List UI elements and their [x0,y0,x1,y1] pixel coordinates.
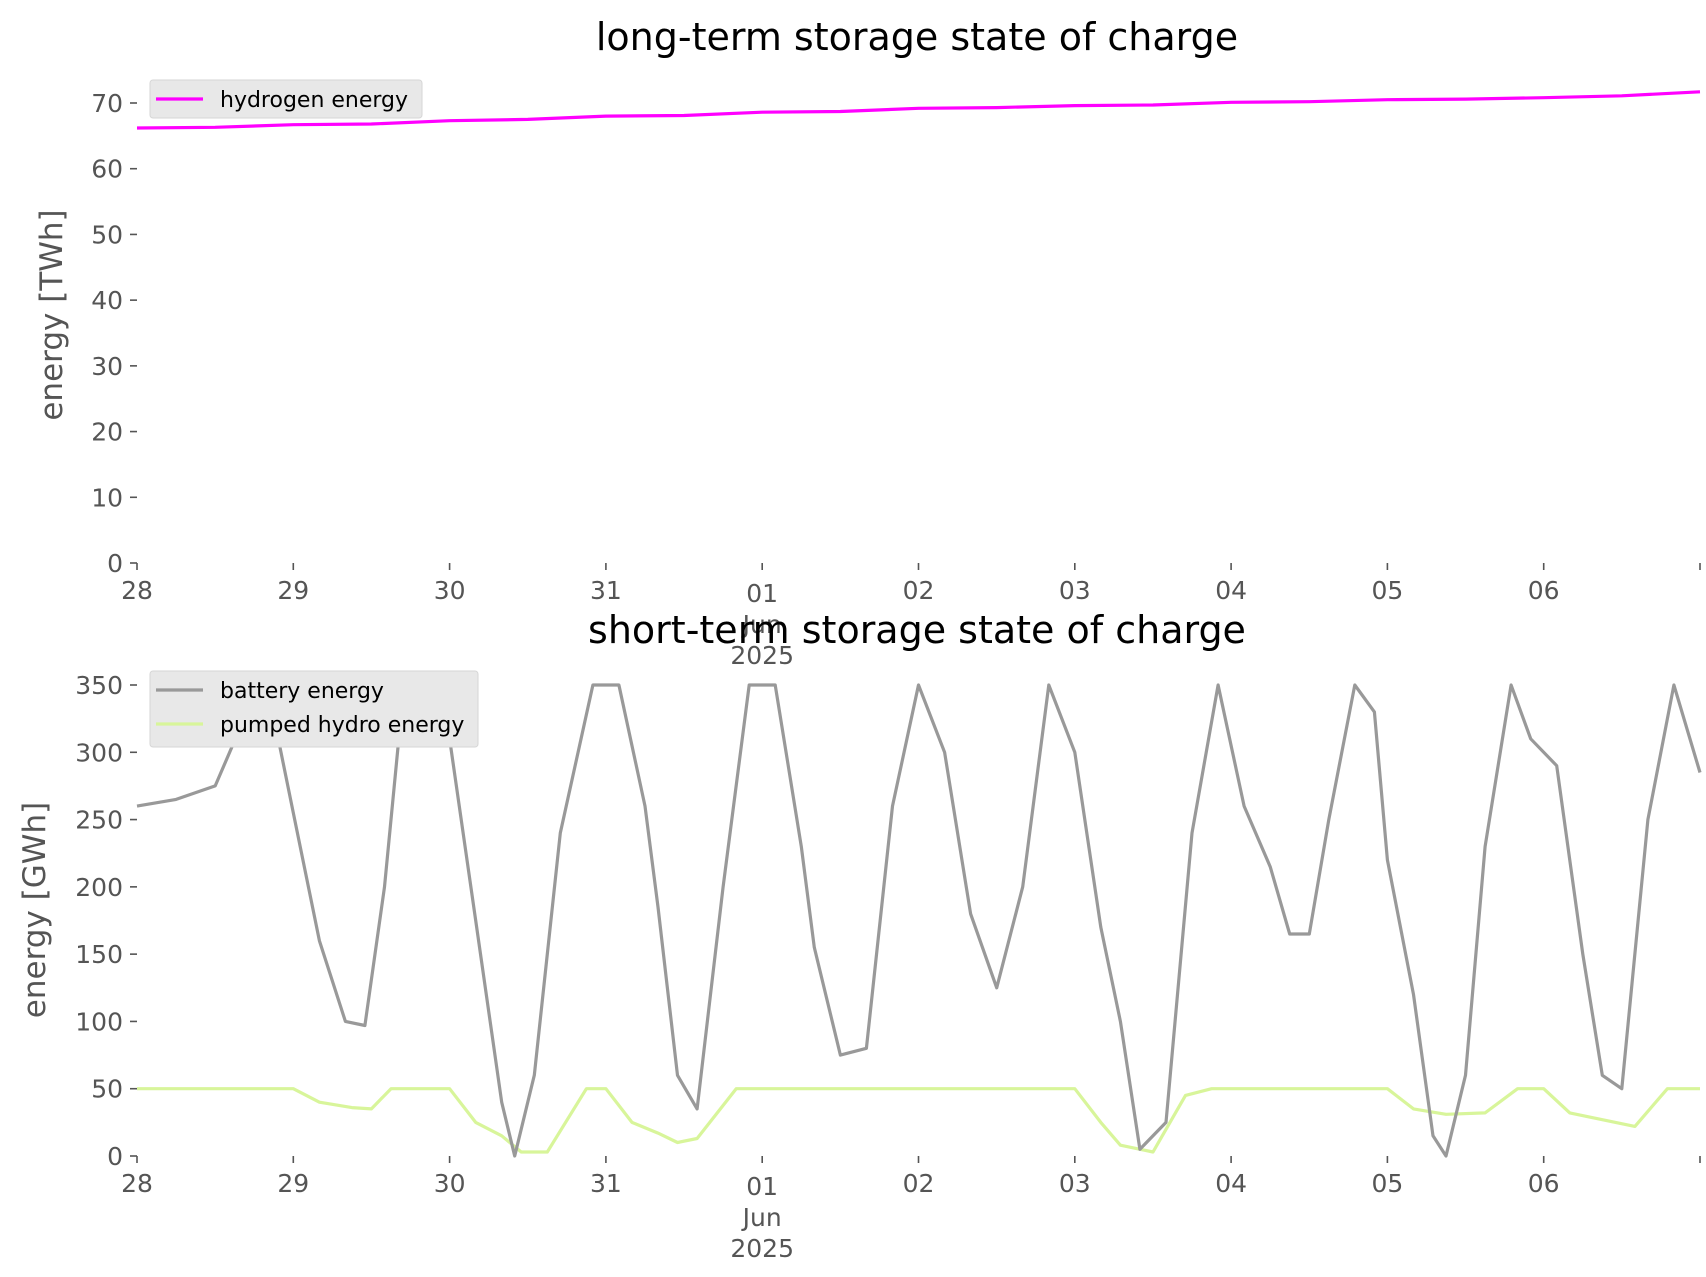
legend-label: battery energy [220,679,384,704]
x-tick-label: 04 [1215,1169,1247,1198]
y-tick-label: 60 [91,155,123,184]
x-tick-label: 05 [1371,576,1403,605]
long-term-storage-chart: long-term storage state of charge energy… [34,15,1701,670]
x-tick-label: 28 [121,1169,153,1198]
legend-box [149,79,423,119]
legend-label: hydrogen energy [220,88,408,113]
x-tick-label: 06 [1528,576,1560,605]
x-tick-label: 29 [277,1169,309,1198]
y-tick-label: 50 [91,1075,123,1104]
y-tick-label: 10 [91,483,123,512]
x-tick-label: 04 [1215,576,1247,605]
x-tick-label: 29 [277,576,309,605]
chart-title: short-term storage state of charge [588,608,1246,652]
x-tick-label: 03 [1059,576,1091,605]
legend: hydrogen energy [149,79,423,119]
y-tick-label: 300 [75,738,123,767]
y-tick-label: 0 [107,1142,123,1171]
series-line [136,683,1702,1158]
x-tick-label: 31 [590,576,622,605]
series-line [137,1087,1700,1154]
x-tick-label: 30 [434,1169,466,1198]
y-tick-label: 50 [91,220,123,249]
x-tick-sublabel: 2025 [730,1234,794,1263]
x-tick-label: 31 [590,1169,622,1198]
y-ticks: 0 50 100 150 200 250 300 350 [75,671,137,1171]
plot-lines [136,90,1701,130]
y-tick-label: 100 [75,1007,123,1036]
y-axis-label: energy [TWh] [34,209,70,420]
x-tick-label: 02 [903,576,935,605]
x-tick-label: 06 [1528,1169,1560,1198]
x-tick-sublabel: 2025 [730,641,794,670]
y-tick-label: 20 [91,418,123,447]
x-tick-label: 28 [121,576,153,605]
y-tick-label: 200 [75,873,123,902]
y-tick-label: 30 [91,352,123,381]
y-tick-label: 70 [91,89,123,118]
x-tick-label: 03 [1059,1169,1091,1198]
x-tick-sublabel: Jun [741,1203,782,1232]
x-tick-sublabel: Jun [741,610,782,639]
chart-title: long-term storage state of charge [596,15,1238,59]
y-tick-label: 0 [107,549,123,578]
y-ticks: 0 10 20 30 40 50 60 70 [91,89,137,578]
x-tick-label: 01 [746,579,778,608]
legend: battery energy pumped hydro energy [149,670,479,748]
plot-lines [136,683,1702,1158]
x-tick-label: 02 [903,1169,935,1198]
y-tick-label: 150 [75,940,123,969]
y-tick-label: 40 [91,286,123,315]
x-tick-label: 05 [1371,1169,1403,1198]
y-axis-label: energy [GWh] [17,802,53,1018]
y-tick-label: 350 [75,671,123,700]
series-line [136,90,1701,130]
legend-box [149,670,479,748]
x-tick-label: 01 [746,1172,778,1201]
y-tick-label: 250 [75,806,123,835]
x-tick-label: 30 [434,576,466,605]
legend-label: pumped hydro energy [220,713,464,738]
